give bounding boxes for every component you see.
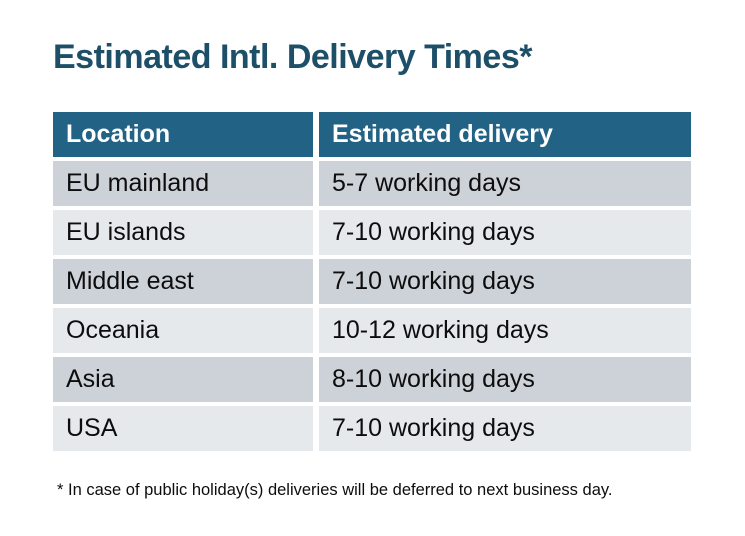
delivery-cell: 10-12 working days [319,308,691,353]
delivery-cell: 5-7 working days [319,161,691,206]
location-cell: Oceania [53,308,313,353]
location-cell: Middle east [53,259,313,304]
delivery-cell: 7-10 working days [319,210,691,255]
footnote: * In case of public holiday(s) deliverie… [57,481,613,499]
delivery-cell: 8-10 working days [319,357,691,402]
delivery-times-table: Location Estimated delivery EU mainland … [53,112,691,451]
location-cell: EU islands [53,210,313,255]
column-header-estimated-delivery: Estimated delivery [319,112,691,157]
column-header-location: Location [53,112,313,157]
delivery-cell: 7-10 working days [319,259,691,304]
delivery-cell: 7-10 working days [319,406,691,451]
location-cell: USA [53,406,313,451]
location-cell: Asia [53,357,313,402]
page-title: Estimated Intl. Delivery Times* [53,38,532,76]
location-cell: EU mainland [53,161,313,206]
